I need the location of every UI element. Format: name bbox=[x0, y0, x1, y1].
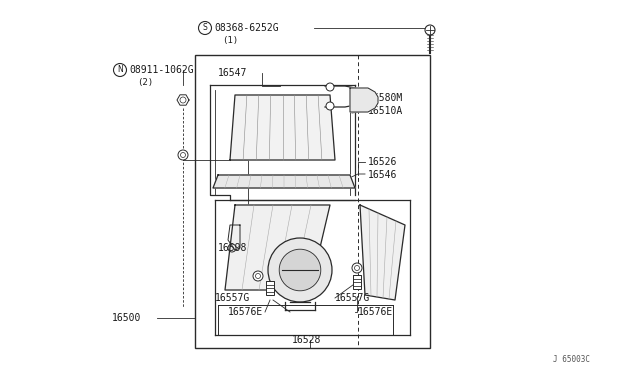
Text: 16500: 16500 bbox=[112, 313, 141, 323]
Polygon shape bbox=[213, 175, 355, 188]
Text: 16557G: 16557G bbox=[335, 293, 371, 303]
Text: S: S bbox=[203, 23, 207, 32]
Text: 16547: 16547 bbox=[218, 68, 248, 78]
Circle shape bbox=[352, 263, 362, 273]
Text: 16598: 16598 bbox=[218, 243, 248, 253]
Text: 16576E: 16576E bbox=[228, 307, 263, 317]
Text: (2): (2) bbox=[137, 78, 153, 87]
Circle shape bbox=[326, 83, 334, 91]
Circle shape bbox=[253, 271, 263, 281]
Polygon shape bbox=[177, 95, 189, 105]
Bar bbox=[195, 55, 430, 348]
Circle shape bbox=[180, 153, 186, 157]
Text: 08368-6252G: 08368-6252G bbox=[214, 23, 278, 33]
Circle shape bbox=[279, 249, 321, 291]
Text: 16580M: 16580M bbox=[368, 93, 403, 103]
Polygon shape bbox=[230, 95, 335, 160]
Polygon shape bbox=[225, 205, 330, 290]
Text: 16510A: 16510A bbox=[368, 106, 403, 116]
Circle shape bbox=[425, 25, 435, 35]
Text: 08911-1062G: 08911-1062G bbox=[129, 65, 194, 75]
Text: 16576E: 16576E bbox=[358, 307, 393, 317]
Circle shape bbox=[180, 97, 186, 103]
Text: 16557G: 16557G bbox=[215, 293, 250, 303]
Circle shape bbox=[178, 150, 188, 160]
Polygon shape bbox=[360, 205, 405, 300]
Polygon shape bbox=[350, 88, 378, 112]
Circle shape bbox=[355, 266, 360, 270]
Text: 16546: 16546 bbox=[368, 170, 397, 180]
Text: N: N bbox=[117, 65, 123, 74]
Bar bbox=[266, 281, 274, 295]
Text: (1): (1) bbox=[222, 36, 238, 45]
Circle shape bbox=[268, 238, 332, 302]
Text: 16526: 16526 bbox=[368, 157, 397, 167]
Text: 16528: 16528 bbox=[292, 335, 321, 345]
Text: J 65003C: J 65003C bbox=[553, 356, 590, 365]
Circle shape bbox=[255, 273, 260, 279]
Bar bbox=[353, 275, 361, 289]
Circle shape bbox=[326, 102, 334, 110]
